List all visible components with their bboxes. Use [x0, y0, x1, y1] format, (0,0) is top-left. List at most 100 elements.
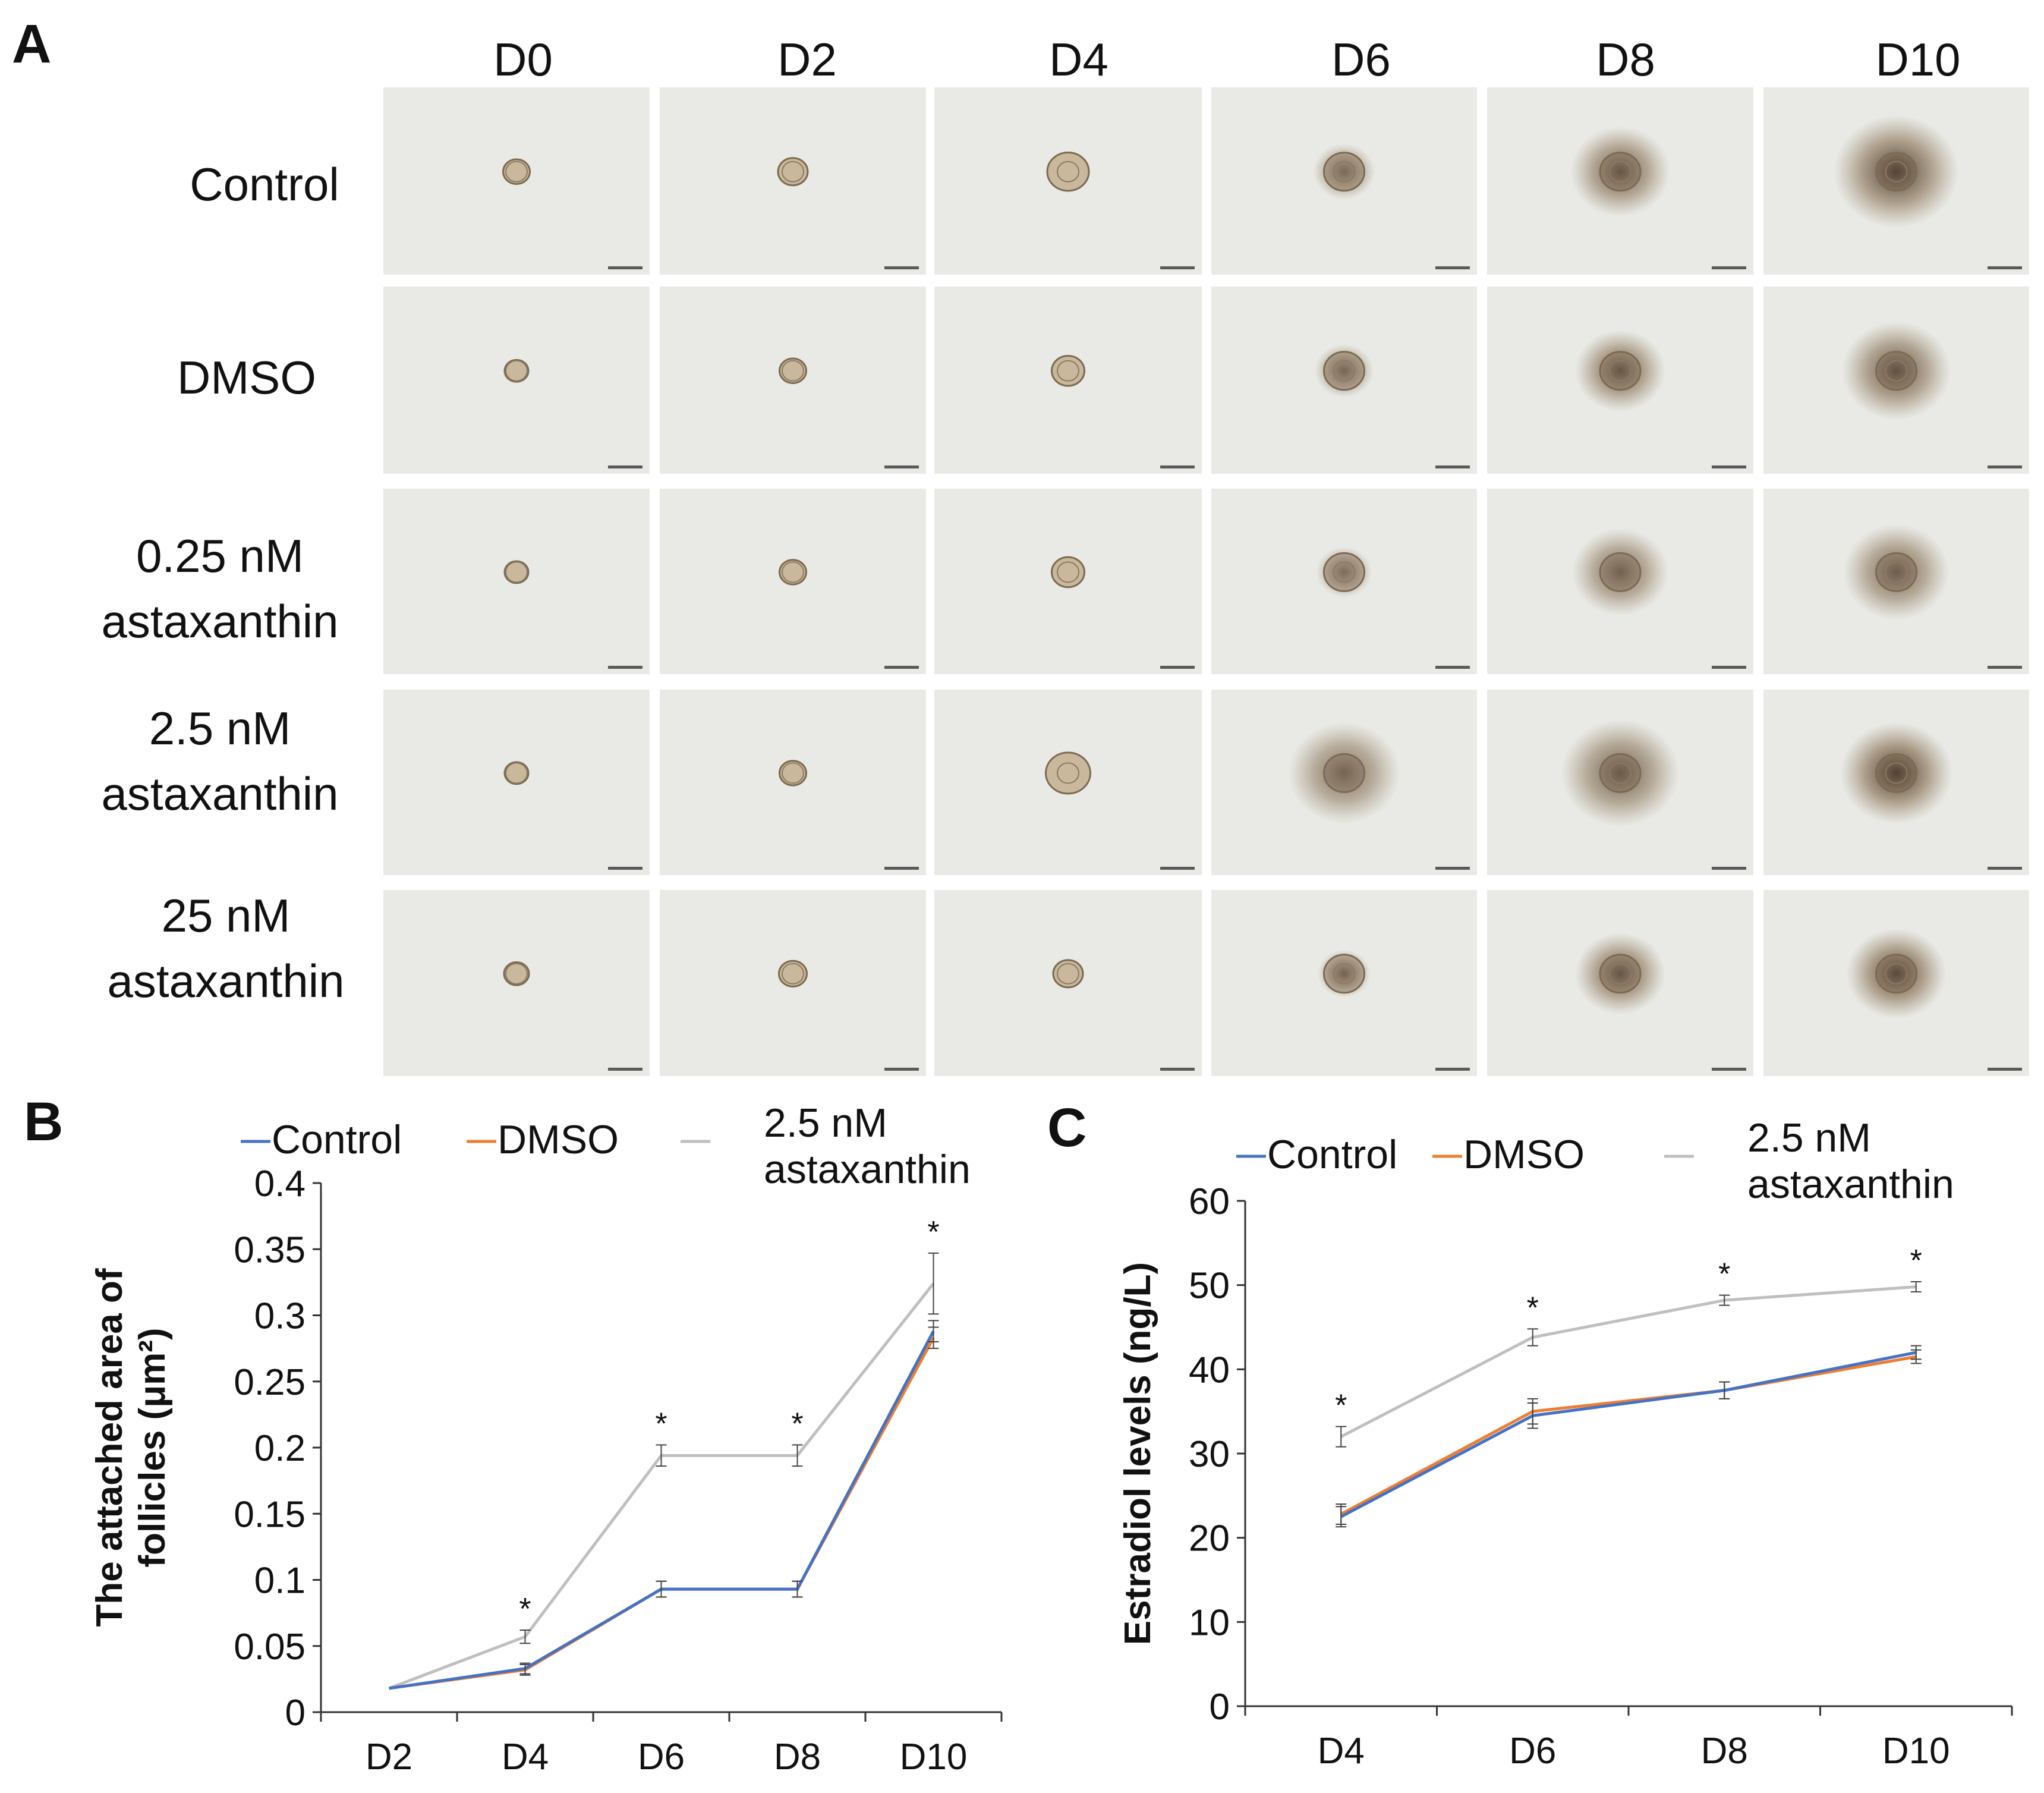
follicle [1875, 552, 1917, 592]
scale-bar [1712, 867, 1746, 870]
row-label-2-5nm: 2.5 nM astaxanthin [53, 696, 386, 826]
scale-bar [1988, 867, 2022, 870]
micrograph-tile [934, 489, 1202, 674]
oocyte [782, 561, 804, 583]
x-tick-label: D8 [1701, 1731, 1748, 1772]
significance-marker: * [791, 1407, 803, 1442]
row-label-line: 25 nM [161, 889, 291, 942]
follicle [1599, 552, 1642, 592]
row-label-line: Control [190, 158, 339, 210]
y-tick-label: 30 [1189, 1434, 1230, 1475]
cell-mass [1561, 719, 1680, 827]
micrograph-tile [1211, 87, 1477, 275]
micrograph-tile [660, 690, 926, 875]
follicle [1323, 552, 1365, 592]
cell-mass [1317, 949, 1371, 998]
scale-bar [1988, 465, 2022, 468]
scale-bar [1435, 266, 1470, 269]
cell-mass [1846, 928, 1947, 1019]
legend-label: Control [1267, 1132, 1397, 1177]
legend-label: Control [272, 1117, 402, 1162]
oocyte [1333, 762, 1356, 784]
significance-marker: * [1527, 1291, 1539, 1325]
oocyte [1333, 360, 1356, 382]
legend-label: DMSO [497, 1117, 619, 1162]
follicle [779, 559, 807, 586]
y-tick-label: 0 [285, 1693, 306, 1734]
oocyte [1609, 962, 1632, 984]
follicle [1323, 351, 1365, 391]
oocyte [1057, 161, 1079, 183]
x-tick-label: D2 [366, 1737, 412, 1778]
y-tick-label: 60 [1189, 1181, 1230, 1222]
cell-mass [1834, 115, 1959, 228]
micrograph-tile [934, 890, 1202, 1076]
y-tick-label: 0.2 [254, 1428, 306, 1469]
y-tick-label: 50 [1189, 1266, 1230, 1307]
legend-label: 2.5 nM astaxanthin [1747, 1115, 1954, 1207]
legend-label-line: astaxanthin [764, 1147, 971, 1192]
oocyte [1885, 561, 1908, 583]
follicle [1046, 152, 1090, 192]
micrograph-tile [1487, 287, 1753, 474]
series-line [1340, 1285, 1916, 1438]
follicle [503, 761, 530, 785]
scale-bar [1160, 1068, 1195, 1071]
chart-c-estradiol: 0 10 20 30 40 50 60 D4 D6 D8 D10 Estradiol levels (… [1117, 1115, 2013, 1772]
cell-mass [1574, 932, 1666, 1015]
significance-marker: * [1910, 1244, 1922, 1278]
follicle [1599, 753, 1642, 793]
oocyte [505, 962, 528, 984]
follicle [779, 357, 807, 384]
y-tick-label: 40 [1189, 1350, 1230, 1391]
significance-marker: * [1335, 1389, 1347, 1423]
cell-mass [1841, 321, 1951, 420]
y-axis-title-line: follicles (μm²) [132, 1328, 173, 1567]
micrograph-tile [383, 87, 650, 275]
legend-label-line: astaxanthin [1747, 1162, 1954, 1207]
row-label-25nm: 25 nM astaxanthin [59, 883, 392, 1014]
follicle [502, 158, 531, 185]
micrograph-tile [934, 87, 1202, 275]
scale-bar [1712, 1068, 1746, 1071]
oocyte [782, 360, 804, 382]
scale-bar [1160, 465, 1195, 468]
micrograph-tile [1211, 690, 1477, 875]
scale-bar [884, 867, 919, 870]
cell-mass [1313, 143, 1375, 200]
follicle [1875, 351, 1917, 391]
scale-bar [1160, 867, 1195, 870]
panel-b-letter: B [24, 1091, 64, 1152]
day-label-d4: D4 [1049, 33, 1108, 86]
scale-bar [608, 867, 643, 870]
row-label-line: astaxanthin [101, 767, 339, 820]
y-tick-label: 10 [1189, 1602, 1230, 1643]
oocyte [1609, 360, 1632, 382]
day-label-d6: D6 [1331, 33, 1391, 86]
follicle [1323, 152, 1365, 192]
follicle [1323, 753, 1365, 793]
micrograph-tile [383, 690, 650, 875]
micrograph-tile [1763, 890, 2029, 1076]
scale-bar [608, 666, 643, 669]
oocyte [1885, 161, 1908, 183]
legend-label: DMSO [1463, 1132, 1585, 1177]
follicle [503, 560, 530, 584]
micrograph-tile [660, 890, 926, 1076]
y-axis-title: The attached area offollicles (μm²) [89, 1268, 173, 1627]
y-tick-label: 0.4 [254, 1163, 306, 1204]
micrograph-tile [934, 690, 1202, 875]
y-tick-label: 0.15 [234, 1494, 306, 1535]
oocyte [782, 962, 804, 984]
row-label-line: 2.5 nM [149, 702, 291, 754]
legend-label-line: 2.5 nM [764, 1100, 887, 1146]
cell-mass [1574, 329, 1666, 412]
x-tick-label: D4 [502, 1737, 549, 1778]
oocyte [1057, 962, 1079, 984]
panel-a-letter: A [12, 14, 52, 74]
follicle [1045, 751, 1091, 795]
legend-label-line: 2.5 nM [1747, 1115, 1871, 1160]
follicle [1875, 152, 1917, 192]
micrograph-tile [383, 287, 650, 474]
cell-mass [1843, 524, 1949, 621]
